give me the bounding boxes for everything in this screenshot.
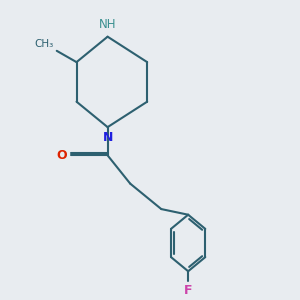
Text: O: O [56, 149, 67, 162]
Text: NH: NH [99, 18, 116, 31]
Text: N: N [102, 131, 113, 144]
Text: F: F [184, 284, 192, 297]
Text: CH₃: CH₃ [35, 39, 54, 50]
